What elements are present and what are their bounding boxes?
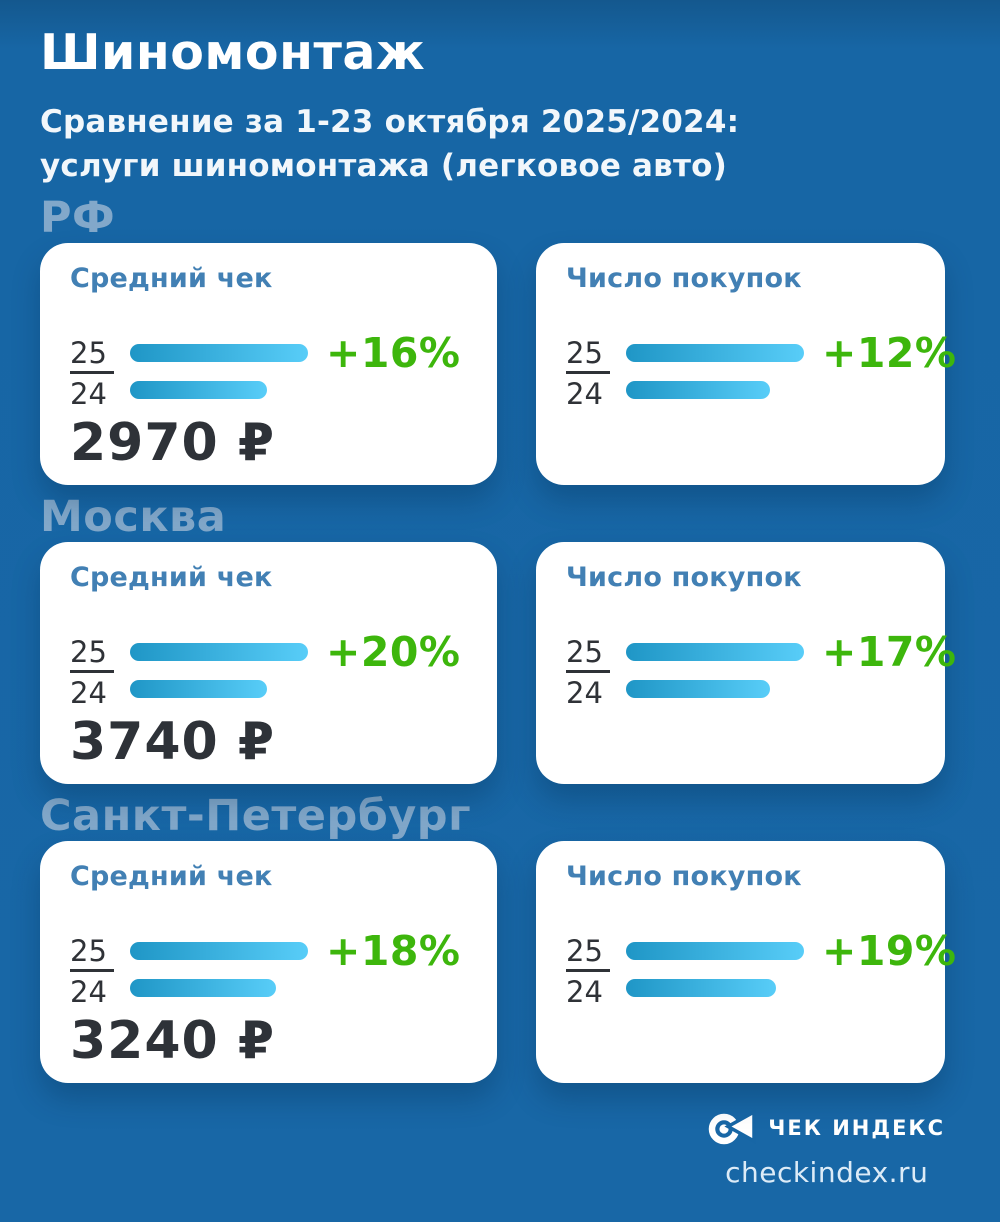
region-heading-spb: Санкт-Петербург <box>40 790 472 841</box>
infographic-page: Шиномонтаж Сравнение за 1-23 октября 202… <box>40 24 957 1189</box>
year-2025-label: 25 <box>70 936 114 972</box>
average-check-value: 2970 ₽ <box>70 412 276 473</box>
row-spb: Средний чек 25 24 +18% 3240 ₽ Число поку… <box>40 840 956 1083</box>
comparison-metric: 25 24 +12% <box>566 332 956 411</box>
bar-2024 <box>130 978 276 997</box>
years-fraction: 25 24 <box>566 936 612 1009</box>
comparison-metric: 25 24 +20% <box>70 631 481 710</box>
bars-group <box>130 339 308 399</box>
bar-2025 <box>130 941 308 960</box>
year-2025-label: 25 <box>70 637 114 673</box>
purchases-card-spb: Число покупок 25 24 +19% <box>536 840 956 1083</box>
years-fraction: 25 24 <box>566 338 612 411</box>
years-fraction: 25 24 <box>70 637 116 710</box>
year-2025-label: 25 <box>70 338 114 374</box>
brand-row: ЧЕК ИНДЕКС <box>708 1108 945 1147</box>
bars-group <box>626 937 804 997</box>
years-fraction: 25 24 <box>70 936 116 1009</box>
bars-group <box>626 339 804 399</box>
years-fraction: 25 24 <box>70 338 116 411</box>
row-rf: Средний чек 25 24 +16% 2970 ₽ Число поку… <box>40 242 956 485</box>
bar-2024 <box>626 380 771 399</box>
year-2024-label: 24 <box>566 675 603 710</box>
avg-check-card-moscow: Средний чек 25 24 +20% 3740 ₽ <box>40 541 497 784</box>
site-url: checkindex.ru <box>725 1155 929 1189</box>
year-2024-label: 24 <box>70 675 107 710</box>
growth-percent: +19% <box>822 926 957 975</box>
card-title: Число покупок <box>566 262 802 294</box>
growth-percent: +16% <box>326 328 461 377</box>
bar-2025 <box>626 941 804 960</box>
bars-group <box>130 937 308 997</box>
region-heading-moscow: Москва <box>40 491 227 542</box>
average-check-value: 3740 ₽ <box>70 711 276 772</box>
brand-name: ЧЕК ИНДЕКС <box>768 1115 945 1140</box>
growth-percent: +17% <box>822 627 957 676</box>
growth-percent: +20% <box>326 627 461 676</box>
bar-2024 <box>626 978 776 997</box>
purchases-card-moscow: Число покупок 25 24 +17% <box>536 541 956 784</box>
checkindex-logo-icon <box>708 1108 757 1147</box>
bar-2025 <box>130 343 308 362</box>
card-title: Средний чек <box>70 262 273 294</box>
purchases-card-rf: Число покупок 25 24 +12% <box>536 242 956 485</box>
comparison-metric: 25 24 +17% <box>566 631 956 710</box>
subtitle-line-1: Сравнение за 1-23 октября 2025/2024: <box>40 103 740 140</box>
bar-2025 <box>626 343 804 362</box>
year-2024-label: 24 <box>566 376 603 411</box>
year-2025-label: 25 <box>566 637 610 673</box>
card-title: Число покупок <box>566 860 802 892</box>
subtitle-line-2: услуги шиномонтажа (легковое авто) <box>40 147 727 184</box>
row-moscow: Средний чек 25 24 +20% 3740 ₽ Число поку… <box>40 541 956 784</box>
avg-check-card-rf: Средний чек 25 24 +16% 2970 ₽ <box>40 242 497 485</box>
comparison-metric: 25 24 +19% <box>566 930 956 1009</box>
growth-percent: +18% <box>326 926 461 975</box>
year-2024-label: 24 <box>566 974 603 1009</box>
card-title: Число покупок <box>566 561 802 593</box>
bar-2025 <box>130 642 308 661</box>
year-2024-label: 24 <box>70 974 107 1009</box>
bar-2024 <box>130 679 268 698</box>
region-heading-rf: РФ <box>40 192 116 243</box>
comparison-metric: 25 24 +16% <box>70 332 481 411</box>
year-2024-label: 24 <box>70 376 107 411</box>
card-title: Средний чек <box>70 860 273 892</box>
brand-block: ЧЕК ИНДЕКС checkindex.ru <box>708 1108 945 1189</box>
page-title: Шиномонтаж <box>40 24 426 81</box>
bar-2024 <box>626 679 771 698</box>
avg-check-card-spb: Средний чек 25 24 +18% 3240 ₽ <box>40 840 497 1083</box>
footer: ЧЕК ИНДЕКС checkindex.ru <box>40 1108 945 1189</box>
years-fraction: 25 24 <box>566 637 612 710</box>
bar-2024 <box>130 380 268 399</box>
year-2025-label: 25 <box>566 338 610 374</box>
bars-group <box>626 638 804 698</box>
card-title: Средний чек <box>70 561 273 593</box>
year-2025-label: 25 <box>566 936 610 972</box>
growth-percent: +12% <box>822 328 957 377</box>
bar-2025 <box>626 642 804 661</box>
comparison-metric: 25 24 +18% <box>70 930 481 1009</box>
bars-group <box>130 638 308 698</box>
average-check-value: 3240 ₽ <box>70 1010 276 1071</box>
subtitle: Сравнение за 1-23 октября 2025/2024: усл… <box>40 100 945 188</box>
